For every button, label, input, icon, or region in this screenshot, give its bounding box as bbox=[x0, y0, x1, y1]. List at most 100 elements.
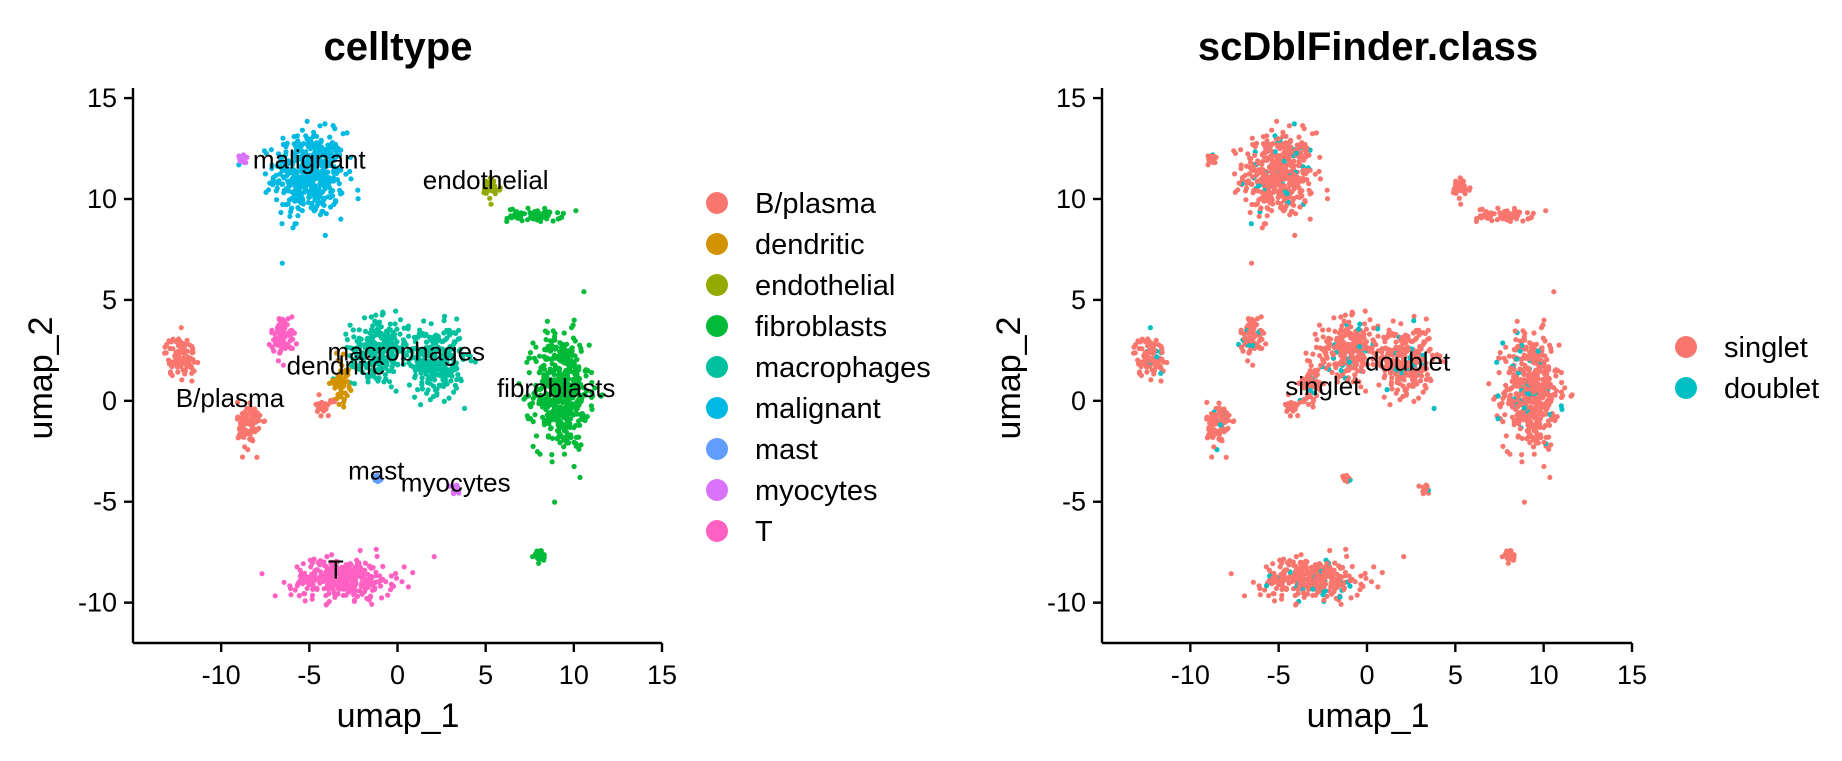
cell-point bbox=[1495, 393, 1501, 399]
cell-point bbox=[1289, 578, 1295, 585]
cell-point bbox=[1341, 585, 1347, 591]
x-tick-label: 10 bbox=[559, 660, 589, 690]
cell-point bbox=[449, 365, 455, 371]
cell-point bbox=[1269, 169, 1275, 175]
cell-point bbox=[420, 331, 426, 337]
cell-point bbox=[1251, 322, 1257, 328]
cell-point bbox=[1521, 411, 1527, 418]
cell-point bbox=[1300, 178, 1306, 184]
cell-point bbox=[562, 343, 568, 349]
cell-point bbox=[401, 325, 407, 331]
cell-point bbox=[1546, 375, 1552, 381]
cell-point bbox=[281, 322, 287, 328]
cell-point bbox=[372, 318, 378, 324]
cell-point bbox=[555, 429, 561, 435]
celltype-panel: celltype malignantendothelialmacrophages… bbox=[22, 25, 931, 735]
cell-point bbox=[327, 159, 333, 165]
cell-point bbox=[1553, 373, 1559, 379]
cell-point bbox=[1338, 328, 1344, 334]
cluster-label: B/plasma bbox=[176, 383, 285, 413]
cell-point bbox=[262, 171, 268, 177]
cell-point bbox=[1287, 413, 1293, 419]
cell-point bbox=[1209, 454, 1215, 460]
cell-point bbox=[412, 394, 418, 400]
cell-point bbox=[1261, 180, 1267, 186]
cell-point bbox=[317, 574, 323, 580]
cell-point bbox=[430, 374, 436, 380]
cell-point bbox=[528, 404, 534, 410]
cell-point bbox=[1249, 135, 1255, 141]
cell-point bbox=[1307, 216, 1313, 222]
cell-point bbox=[515, 215, 521, 221]
cell-point bbox=[530, 443, 536, 449]
cell-point bbox=[1280, 164, 1287, 170]
cell-point bbox=[564, 424, 570, 430]
cell-point bbox=[1256, 583, 1262, 589]
cell-point bbox=[277, 348, 284, 354]
cell-point bbox=[1254, 140, 1260, 146]
cell-point bbox=[179, 377, 185, 383]
cell-point bbox=[1286, 123, 1292, 129]
cell-point bbox=[548, 356, 554, 362]
cell-point bbox=[288, 592, 294, 598]
cell-point bbox=[556, 356, 562, 362]
cell-point bbox=[1219, 438, 1225, 444]
cell-point bbox=[1235, 187, 1241, 193]
cell-point bbox=[314, 203, 320, 209]
cell-point bbox=[312, 197, 318, 203]
cell-point bbox=[297, 578, 303, 584]
cell-point bbox=[1368, 579, 1375, 585]
cell-point bbox=[300, 141, 307, 147]
cell-point bbox=[1328, 336, 1334, 342]
cell-point bbox=[326, 184, 333, 191]
cell-point bbox=[361, 315, 368, 321]
cell-point bbox=[195, 359, 201, 366]
cell-point bbox=[1259, 161, 1265, 167]
cell-point bbox=[560, 409, 566, 415]
cell-point bbox=[177, 338, 183, 344]
cell-point bbox=[1296, 184, 1302, 191]
cell-point bbox=[1204, 416, 1210, 422]
cell-point bbox=[315, 190, 321, 197]
cell-point bbox=[572, 353, 578, 359]
cell-point bbox=[576, 364, 582, 370]
cell-point bbox=[1534, 424, 1540, 430]
cell-point bbox=[170, 337, 176, 343]
legend-swatch bbox=[706, 479, 728, 501]
cell-point bbox=[536, 370, 542, 376]
cell-point bbox=[540, 214, 547, 220]
cell-point bbox=[564, 440, 570, 446]
cell-point bbox=[272, 593, 278, 599]
cell-point bbox=[1347, 578, 1353, 584]
cell-point bbox=[1206, 426, 1212, 432]
cell-point bbox=[442, 369, 448, 375]
cell-point bbox=[497, 185, 503, 191]
cell-point bbox=[295, 195, 301, 201]
cell-point bbox=[397, 317, 404, 323]
cell-point bbox=[1335, 338, 1341, 344]
cell-point bbox=[1293, 601, 1299, 607]
cell-point bbox=[541, 422, 548, 428]
cell-point bbox=[1343, 546, 1349, 552]
cell-point bbox=[1363, 326, 1369, 332]
cell-point bbox=[558, 424, 565, 430]
cell-point bbox=[571, 425, 577, 431]
cell-point bbox=[1248, 156, 1254, 162]
cell-point bbox=[1528, 214, 1535, 220]
cell-point bbox=[334, 147, 340, 153]
cell-point bbox=[1250, 579, 1256, 585]
cell-point bbox=[1278, 144, 1284, 150]
cell-point bbox=[1210, 434, 1216, 440]
cell-point bbox=[322, 183, 328, 189]
cell-point bbox=[365, 571, 371, 577]
cell-point bbox=[1522, 337, 1528, 343]
cell-point bbox=[296, 593, 302, 599]
cell-point bbox=[488, 201, 494, 207]
cell-point bbox=[527, 350, 534, 356]
cell-point bbox=[1256, 338, 1262, 344]
cell-point bbox=[1301, 590, 1307, 596]
cell-point bbox=[567, 416, 573, 422]
doublet-title: scDblFinder.class bbox=[1198, 25, 1538, 69]
cell-point bbox=[1342, 573, 1348, 579]
